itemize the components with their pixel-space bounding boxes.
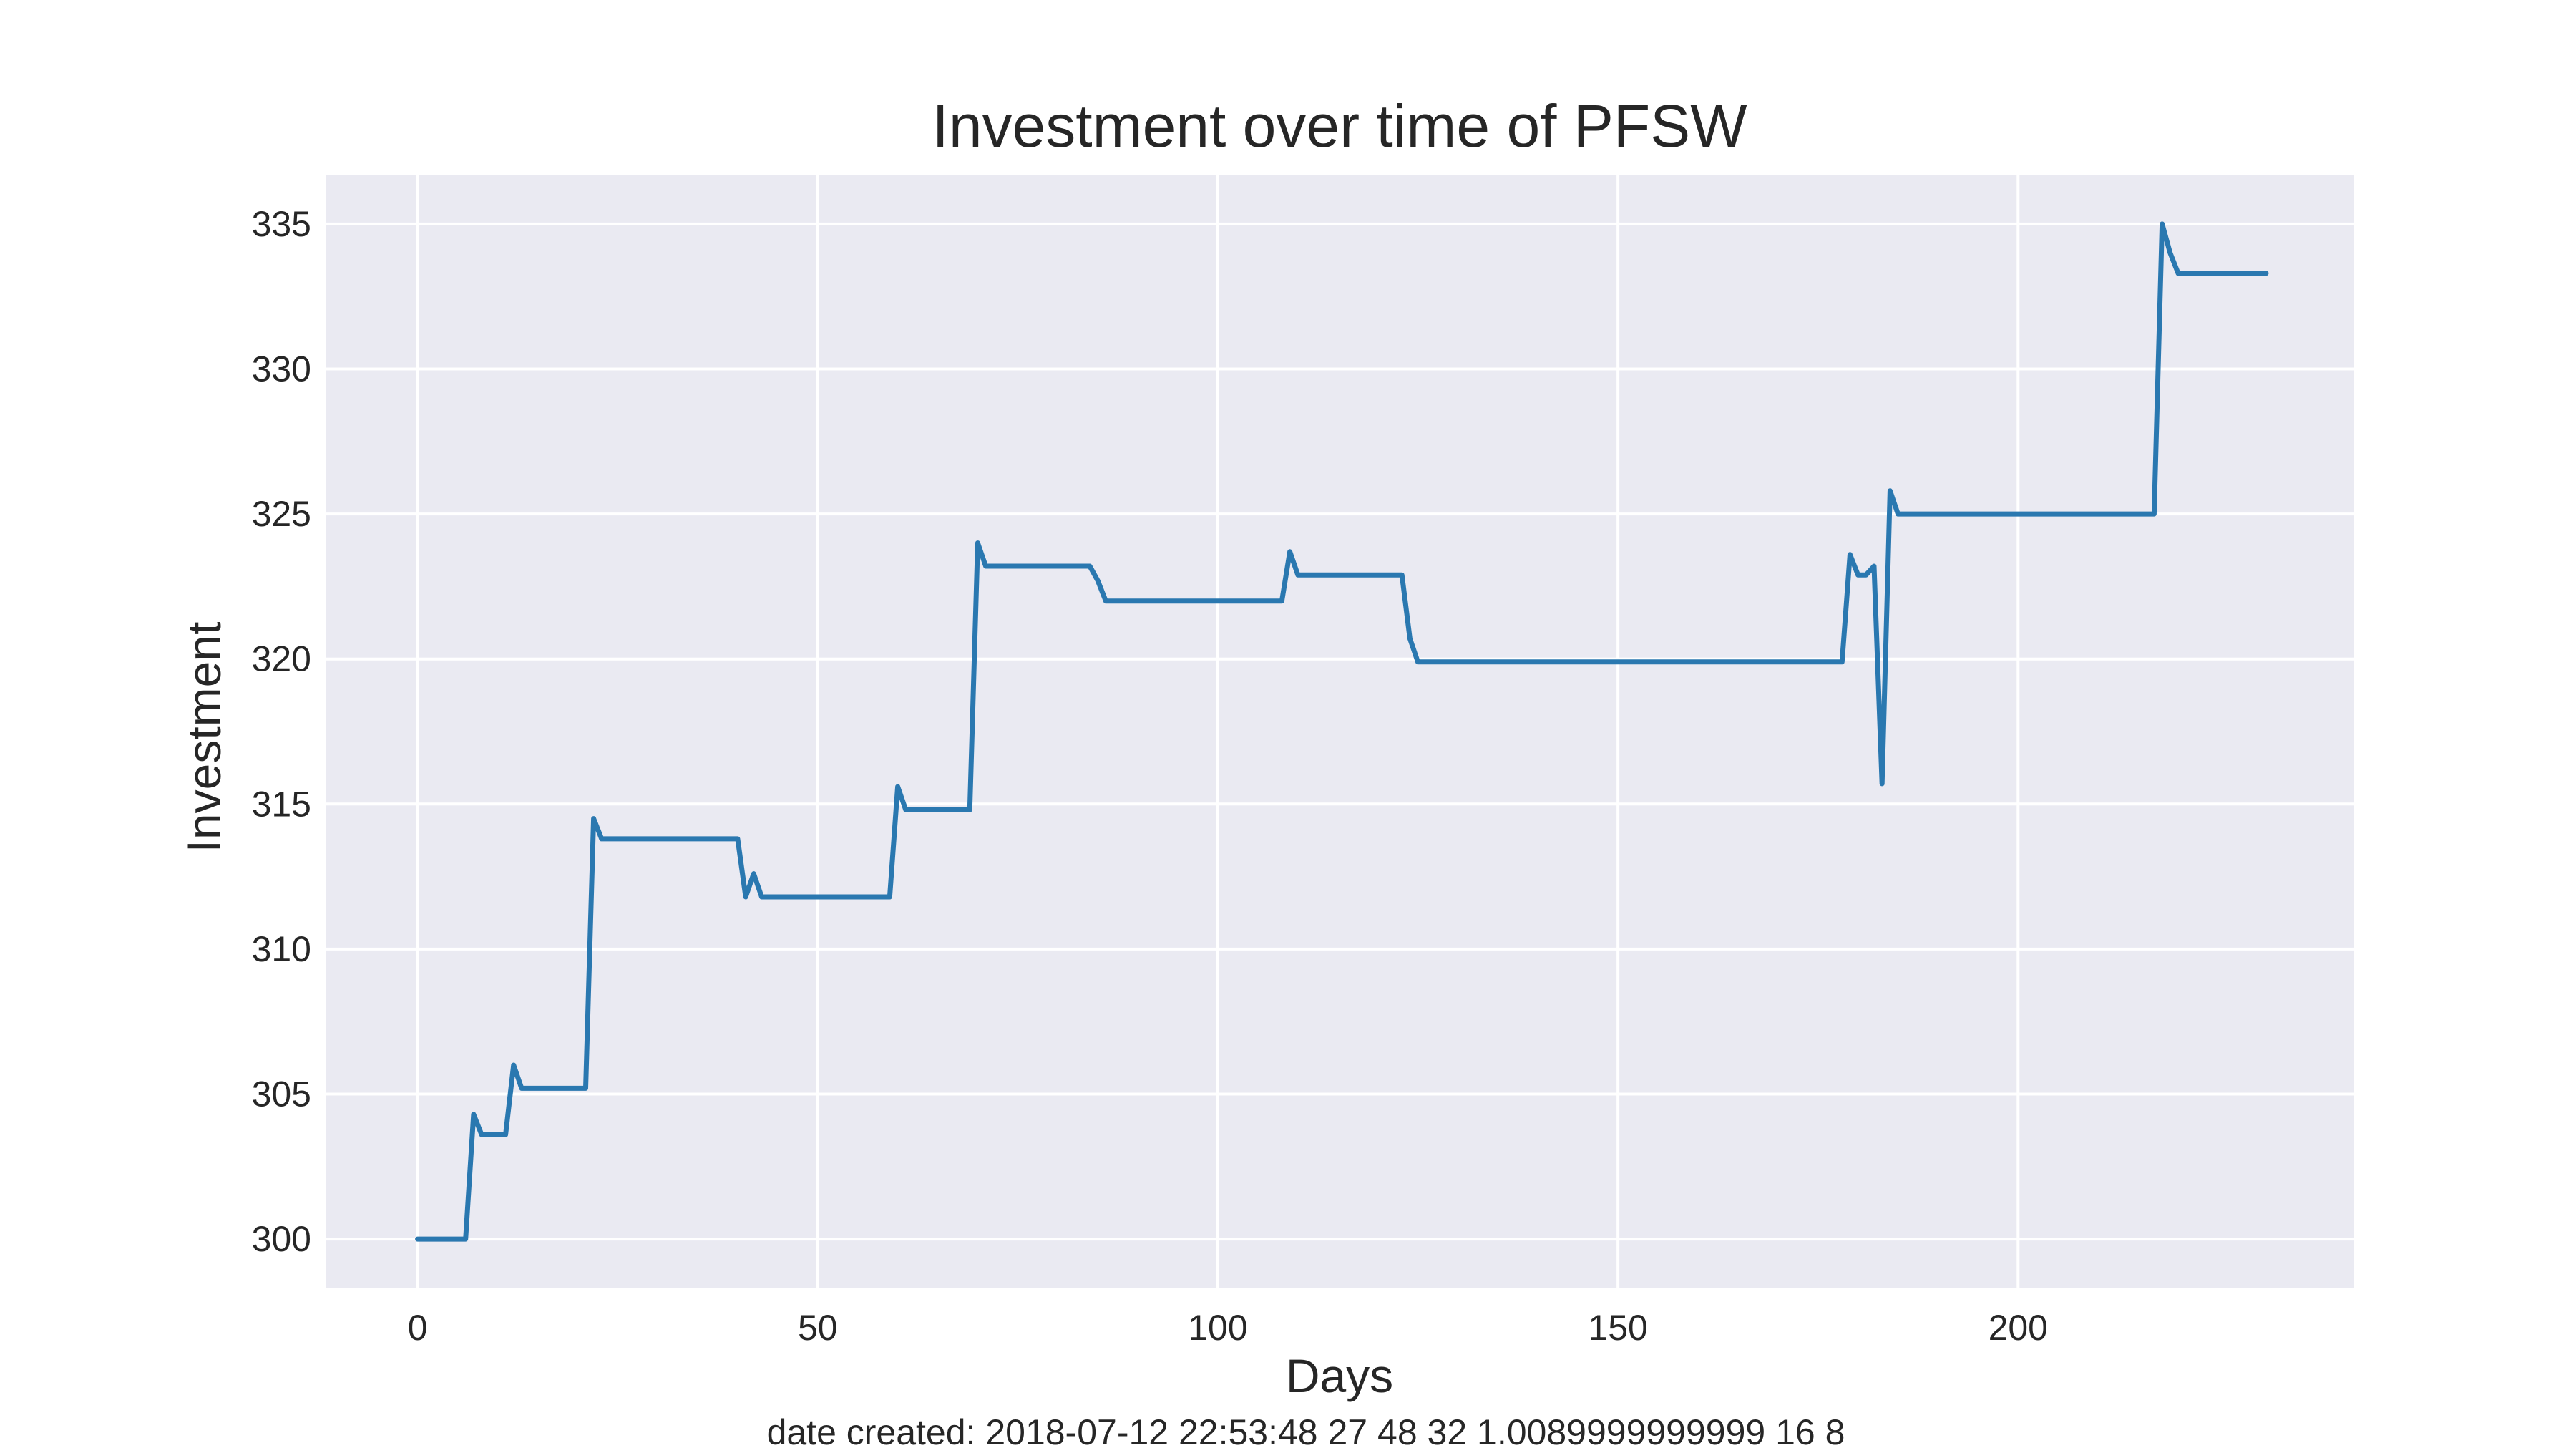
- plot-area: [326, 175, 2354, 1288]
- date-created-note: date created: 2018-07-12 22:53:48 27 48 …: [767, 1412, 1845, 1449]
- y-tick-label: 310: [252, 929, 311, 969]
- tick-labels: 0 50 100 150 200 300 305 310 315 320 325 330 335: [252, 204, 2048, 1348]
- x-axis-label: Days: [1286, 1349, 1393, 1402]
- x-tick-label: 0: [408, 1308, 428, 1348]
- y-tick-label: 320: [252, 639, 311, 679]
- y-tick-label: 330: [252, 349, 311, 389]
- y-tick-label: 300: [252, 1219, 311, 1259]
- y-tick-label: 335: [252, 204, 311, 244]
- chart-title: Investment over time of PFSW: [932, 92, 1747, 160]
- x-tick-label: 200: [1989, 1308, 2048, 1348]
- x-tick-label: 50: [798, 1308, 838, 1348]
- y-axis-label: Investment: [177, 622, 230, 853]
- x-tick-label: 100: [1188, 1308, 1247, 1348]
- y-tick-label: 325: [252, 494, 311, 534]
- y-tick-label: 315: [252, 784, 311, 824]
- series-layer: [415, 221, 2269, 1242]
- y-tick-label: 305: [252, 1074, 311, 1114]
- x-tick-label: 150: [1588, 1308, 1647, 1348]
- investment-series-line: [415, 221, 2269, 1242]
